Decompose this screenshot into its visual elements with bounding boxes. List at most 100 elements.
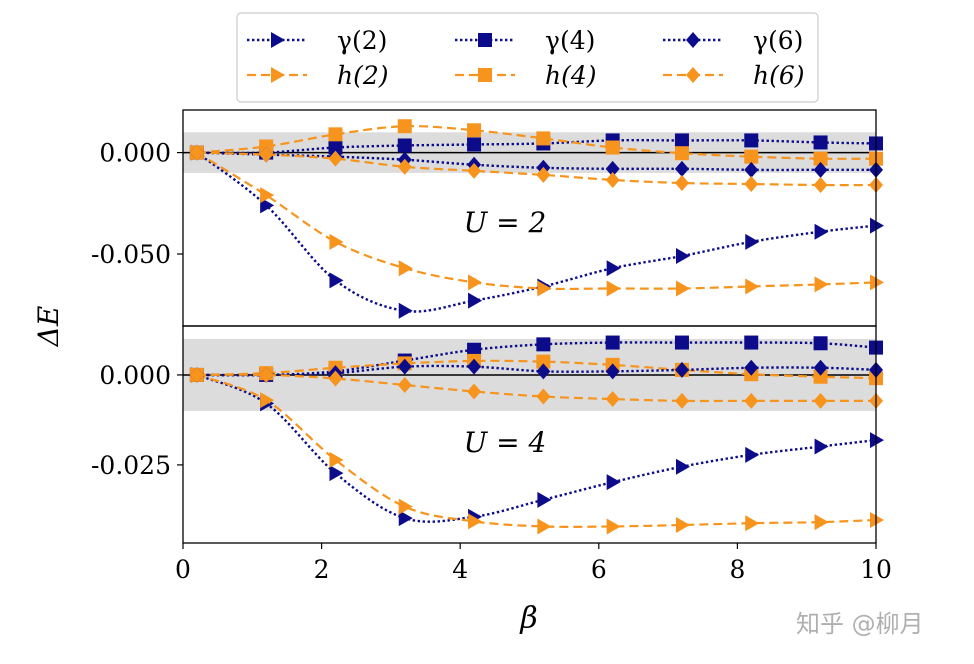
legend-item: h(4): [455, 61, 597, 90]
data-point: [870, 511, 884, 528]
series-line: [196, 125, 877, 160]
data-point: [605, 335, 620, 350]
data-point: [468, 513, 483, 530]
axes-frame: [182, 325, 877, 544]
data-point: [605, 363, 620, 380]
data-point: [745, 278, 760, 295]
data-point: [537, 518, 552, 535]
data-point: [674, 160, 689, 177]
data-point: [397, 377, 412, 394]
data-point: [813, 369, 828, 384]
square-icon: [478, 33, 492, 47]
diamond-icon: [686, 67, 700, 83]
data-point: [674, 361, 689, 378]
data-point: [813, 151, 828, 166]
y-tick-label: 0.000: [99, 361, 171, 390]
data-point: [674, 175, 689, 192]
data-point: [328, 140, 343, 155]
data-point: [397, 158, 412, 175]
legend-label: h(4): [545, 61, 597, 90]
data-point: [744, 149, 759, 164]
data-point: [467, 123, 482, 138]
y-tick-label: 0.000: [99, 139, 171, 168]
x-tick-label: 6: [591, 555, 607, 584]
legend-label: h(6): [753, 61, 805, 90]
legend-frame: [236, 12, 819, 103]
data-point: [813, 392, 828, 409]
data-point: [675, 517, 690, 534]
series-line: [196, 151, 877, 291]
data-point: [744, 133, 759, 148]
legend-item: γ(2): [247, 26, 387, 55]
triangle-right-icon: [271, 67, 285, 83]
x-tick-label: 8: [729, 555, 745, 584]
series-h(6): [189, 144, 883, 194]
data-point: [744, 335, 759, 350]
data-point: [328, 370, 343, 387]
data-point: [814, 438, 829, 455]
series-h(6): [189, 366, 883, 409]
data-point: [329, 465, 344, 482]
data-point: [814, 276, 829, 293]
data-point: [260, 197, 275, 214]
data-point: [605, 140, 620, 155]
data-point: [675, 280, 690, 297]
legend-item: γ(4): [455, 26, 595, 55]
data-point: [744, 176, 759, 193]
data-point: [189, 144, 204, 161]
legend-item: h(2): [247, 61, 389, 90]
data-point: [813, 336, 828, 351]
data-point: [468, 292, 483, 309]
data-point: [467, 162, 482, 179]
data-point: [674, 392, 689, 409]
data-point: [329, 272, 344, 289]
data-point: [328, 127, 343, 142]
data-point: [467, 342, 482, 357]
legend-item: γ(6): [663, 26, 803, 55]
data-point: [536, 363, 551, 380]
data-point: [870, 274, 884, 291]
data-point: [675, 248, 690, 265]
series-line: [196, 359, 877, 380]
data-point: [674, 133, 689, 148]
data-point: [605, 160, 620, 177]
y-axis-label: ΔE: [32, 306, 65, 348]
data-point: [398, 302, 413, 319]
triangle-right-icon: [271, 32, 285, 48]
diamond-icon: [686, 32, 700, 48]
x-tick-label: 10: [860, 555, 892, 584]
data-point: [744, 392, 759, 409]
data-point: [467, 137, 482, 152]
data-point: [674, 146, 689, 161]
square-icon: [478, 68, 492, 82]
y-tick-label: -0.050: [91, 240, 171, 269]
data-point: [744, 161, 759, 178]
data-point: [813, 161, 828, 178]
data-point: [605, 171, 620, 188]
data-point: [259, 146, 274, 163]
data-point: [398, 510, 413, 527]
x-tick-label: 2: [314, 555, 330, 584]
legend-label: γ(6): [753, 26, 803, 55]
data-point: [606, 474, 621, 491]
data-point: [537, 280, 552, 297]
legend: γ(2) h(2) γ(4) h(4) γ(6) h(6): [236, 12, 819, 103]
data-point: [467, 358, 482, 375]
data-point: [675, 458, 690, 475]
x-tick-label: 4: [452, 555, 468, 584]
panel-2: U = 4 -0.025 0.000: [91, 325, 884, 544]
data-point: [536, 166, 551, 183]
data-point: [606, 518, 621, 535]
data-point: [398, 498, 413, 515]
data-point: [537, 491, 552, 508]
legend-item: h(6): [663, 61, 805, 90]
legend-label: h(2): [337, 61, 389, 90]
watermark: 知乎 @柳月: [796, 610, 924, 638]
data-point: [744, 359, 759, 376]
legend-label: γ(4): [545, 26, 595, 55]
data-point: [605, 391, 620, 408]
panel-annotation: U = 2: [464, 206, 547, 239]
x-tick-label: 0: [175, 555, 191, 584]
data-point: [813, 359, 828, 376]
